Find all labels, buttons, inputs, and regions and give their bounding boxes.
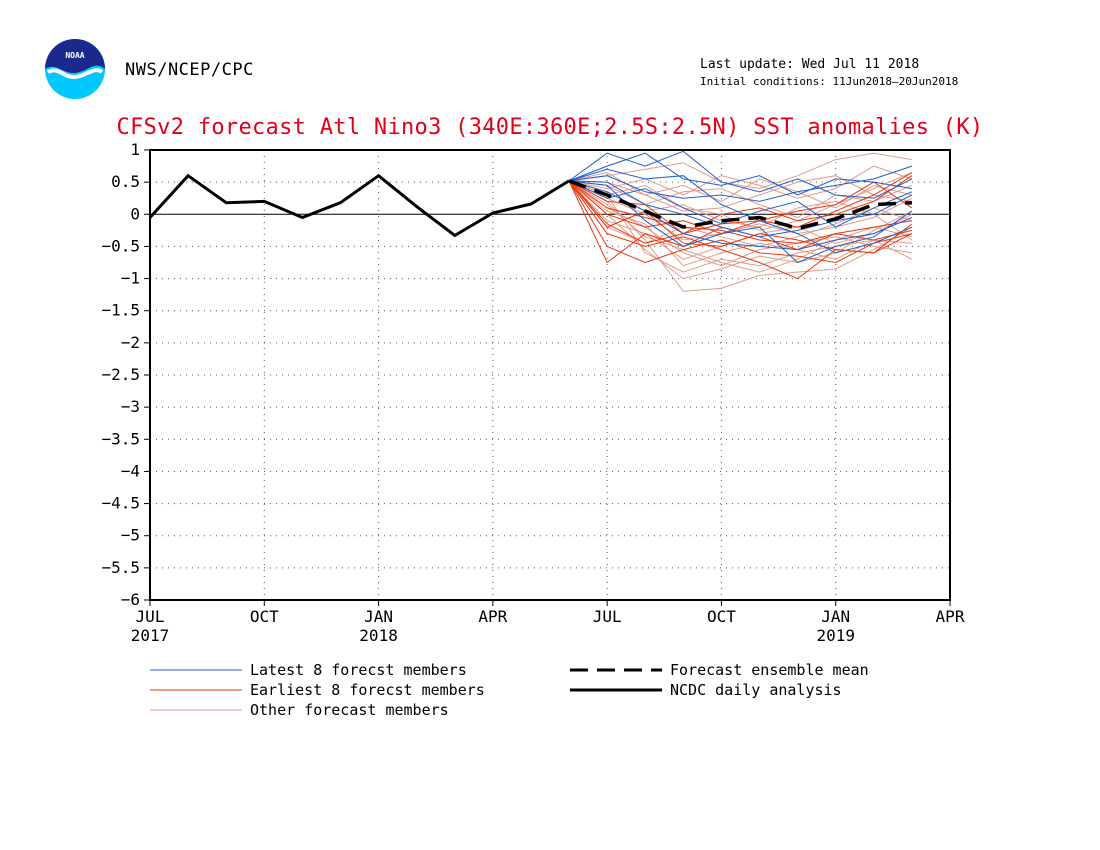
- legend-label-latest: Latest 8 forecst members: [250, 661, 467, 679]
- legend-label-earliest: Earliest 8 forecst members: [250, 681, 485, 699]
- x-year-label: 2017: [131, 626, 170, 645]
- series-line-earliest: [568, 180, 913, 254]
- x-tick-label: JAN: [364, 607, 393, 626]
- legend-label-other: Other forecast members: [250, 701, 449, 719]
- y-tick-label: −1.5: [101, 301, 140, 320]
- y-tick-label: −0.5: [101, 236, 140, 255]
- series-line-earliest: [568, 172, 913, 235]
- chart-grid: [150, 150, 950, 600]
- x-tick-label: APR: [936, 607, 965, 626]
- series-line-earliest: [568, 175, 913, 244]
- legend: Latest 8 forecst members Earliest 8 fore…: [150, 661, 869, 719]
- x-tick-label: APR: [478, 607, 507, 626]
- x-tick-label: JAN: [821, 607, 850, 626]
- y-tick-label: −2.5: [101, 365, 140, 384]
- series-line-other: [568, 152, 912, 190]
- series-line-earliest: [568, 180, 913, 264]
- legend-label-mean: Forecast ensemble mean: [670, 661, 869, 679]
- legend-label-analysis: NCDC daily analysis: [670, 681, 842, 699]
- y-tick-label: −1: [121, 269, 140, 288]
- y-tick-label: −6: [121, 590, 140, 609]
- y-tick-label: −2: [121, 333, 140, 352]
- y-tick-label: −3: [121, 397, 140, 416]
- y-tick-label: 0.5: [111, 172, 140, 191]
- main-lines: [148, 173, 912, 238]
- series-line-latest: [568, 168, 913, 254]
- series-line-earliest: [568, 180, 912, 244]
- y-tick-label: −4: [121, 461, 140, 480]
- x-tick-label: JUL: [136, 607, 165, 626]
- noaa-logo-text: NOAA: [65, 51, 84, 60]
- x-year-label: 2018: [359, 626, 398, 645]
- series-line-latest: [568, 180, 913, 228]
- series-line-other: [568, 180, 912, 267]
- y-tick-label: 1: [130, 140, 140, 159]
- initial-conditions: Initial conditions: 11Jun2018–20Jun2018: [700, 75, 959, 88]
- series-line-other: [568, 180, 913, 219]
- series-line-latest: [568, 150, 913, 199]
- org-label: NWS/NCEP/CPC: [125, 60, 254, 80]
- y-tick-label: −5.5: [101, 558, 140, 577]
- y-tick-label: −4.5: [101, 494, 140, 513]
- x-tick-label: OCT: [250, 607, 279, 626]
- y-tick-label: −3.5: [101, 429, 140, 448]
- x-tick-label: OCT: [707, 607, 736, 626]
- series-line-other: [568, 175, 912, 212]
- series-line-other: [568, 180, 913, 241]
- series-line-analysis: [148, 173, 570, 238]
- last-update: Last update: Wed Jul 11 2018: [700, 57, 920, 72]
- series-line-latest: [568, 165, 913, 202]
- forecast-members: [568, 150, 913, 292]
- series-line-other: [568, 180, 913, 247]
- x-tick-label: JUL: [593, 607, 622, 626]
- x-year-label: 2019: [816, 626, 855, 645]
- series-line-mean: [568, 179, 912, 231]
- noaa-logo: NOAA: [45, 39, 105, 99]
- y-tick-label: −5: [121, 526, 140, 545]
- chart-title: CFSv2 forecast Atl Nino3 (340E:360E;2.5S…: [116, 115, 984, 140]
- y-axis: 1 0.5 0 −0.5 −1 −1.5 −2 −2.5 −3 −3.5 −4 −4.5 −5 −5.5 −…: [101, 140, 150, 609]
- y-tick-label: 0: [130, 204, 140, 223]
